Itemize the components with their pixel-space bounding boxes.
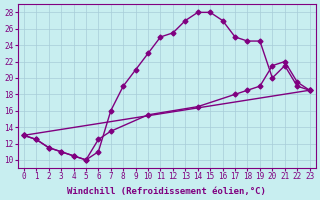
X-axis label: Windchill (Refroidissement éolien,°C): Windchill (Refroidissement éolien,°C) <box>67 187 266 196</box>
